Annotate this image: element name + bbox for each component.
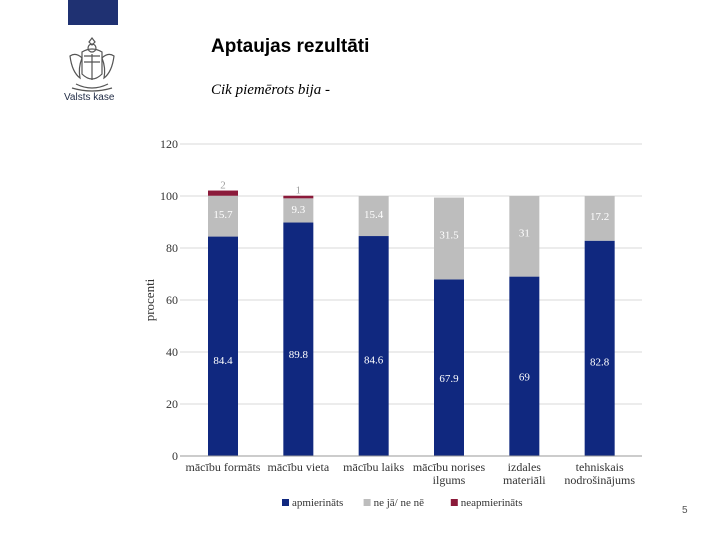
data-label: 69 [519, 372, 531, 384]
x-tick-label: mācību norises [413, 460, 486, 474]
data-label: 31 [519, 227, 530, 239]
y-tick-label: 120 [160, 137, 178, 151]
y-tick-label: 100 [160, 189, 178, 203]
x-tick-label: materiāli [503, 473, 546, 487]
x-tick-label: tehniskais [576, 460, 624, 474]
data-label: 17.2 [590, 211, 609, 223]
bar-segment [208, 190, 238, 196]
data-label: 15.7 [213, 209, 233, 221]
y-tick-label: 60 [166, 293, 178, 307]
stacked-bar-chart: 0 20 40 60 80 100 120 procenti 84.4 15.7 2 mācību f… [142, 137, 642, 509]
bar-segment [509, 276, 540, 456]
data-label: 31.5 [439, 229, 459, 241]
x-tick-label: mācību vieta [268, 460, 330, 474]
data-label: 2 [220, 180, 226, 192]
y-axis-label: procenti [142, 278, 157, 321]
data-label: 89.8 [289, 349, 309, 361]
x-tick-label: ilgums [433, 473, 466, 487]
bar-segment [283, 222, 314, 456]
y-tick-label: 40 [166, 345, 178, 359]
brand-name: Valsts kase [64, 92, 115, 103]
data-label: 15.4 [364, 209, 384, 221]
data-label: 84.4 [213, 355, 233, 367]
data-label: 9.3 [291, 204, 305, 216]
bar-segment [358, 236, 389, 456]
page-number: 5 [682, 505, 688, 516]
legend-swatch [450, 499, 458, 506]
top-bar [68, 0, 118, 25]
bar-segment [434, 279, 464, 456]
bar-segment [283, 195, 314, 199]
bar-segment [208, 195, 238, 237]
x-tick-label: mācību formāts [186, 460, 261, 474]
bar-segment [584, 196, 615, 241]
data-label: 1 [296, 185, 302, 197]
legend-label: ne jā/ ne nē [374, 497, 425, 509]
page-subtitle: Cik piemērots bija - [211, 82, 331, 98]
legend-swatch [363, 499, 371, 506]
y-tick-label: 0 [172, 449, 178, 463]
legend-label: apmierināts [292, 497, 343, 509]
coat-of-arms-icon [62, 34, 122, 104]
x-tick-label: nodrošinājums [564, 473, 635, 487]
y-tick-label: 20 [166, 397, 178, 411]
legend-swatch [282, 499, 289, 506]
bar-segment [283, 198, 314, 223]
data-label: 82.8 [590, 357, 610, 369]
x-tick-label: izdales [508, 460, 542, 474]
bar-segment [358, 196, 389, 237]
bar-segment [434, 197, 464, 280]
data-label: 84.6 [364, 355, 384, 367]
x-tick-label: mācību laiks [343, 460, 404, 474]
legend-label: neapmierināts [461, 497, 523, 509]
bar-segment [208, 236, 238, 456]
y-tick-label: 80 [166, 241, 178, 255]
bar-segment [509, 196, 540, 277]
page-title: Aptaujas rezultāti [211, 36, 370, 57]
bar-segment [584, 240, 615, 456]
data-label: 67.9 [439, 373, 459, 385]
